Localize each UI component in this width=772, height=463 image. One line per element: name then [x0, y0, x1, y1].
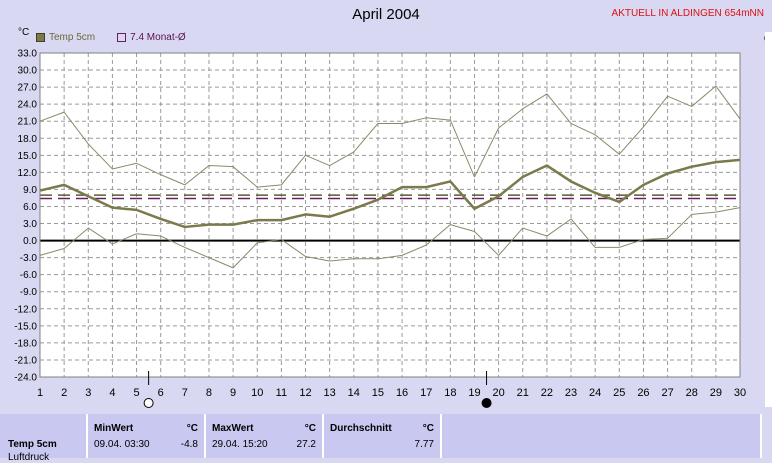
full-moon-icon	[143, 398, 154, 408]
stats-avg-header: Durchschnitt	[330, 423, 392, 434]
x-tick-label: 10	[251, 387, 263, 399]
x-tick-label: 25	[613, 387, 625, 399]
legend-label-temp: Temp 5cm	[49, 32, 96, 43]
legend-swatch-monthly-average	[117, 33, 127, 42]
y-tick-label: 0.0	[23, 236, 37, 247]
x-tick-label: 5	[133, 387, 139, 399]
stats-max-cell: MaxWert °C 29.04. 15:20 27.2	[206, 414, 324, 458]
stats-min-unit: °C	[186, 423, 198, 434]
y-tick-label: 21.0	[18, 117, 38, 128]
y-tick-label: -3.0	[20, 253, 38, 264]
x-tick-label: 19	[468, 387, 480, 399]
x-tick-label: 7	[182, 387, 188, 399]
x-tick-label: 4	[109, 387, 115, 399]
x-tick-label: 14	[348, 387, 360, 399]
stats-max-unit: °C	[304, 423, 316, 434]
series-line-max	[39, 85, 741, 188]
stats-panel: Temp 5cm Luftdruck MinWert °C 09.04. 03:…	[0, 414, 772, 463]
y-tick-label: -9.0	[20, 287, 38, 298]
right-strip	[765, 32, 772, 407]
y-axis-unit: °C	[18, 27, 30, 38]
y-tick-label: -6.0	[20, 270, 38, 281]
y-tick-label: 24.0	[18, 100, 38, 111]
x-tick-label: 13	[324, 387, 336, 399]
y-tick-label: -21.0	[14, 355, 37, 366]
x-tick-label: 30	[734, 387, 746, 399]
y-tick-label: -18.0	[14, 338, 37, 349]
legend-label-monthly-average: 7.4 Monat-Ø	[130, 32, 186, 43]
x-tick-label: 28	[686, 387, 698, 399]
plot-area	[40, 53, 740, 377]
stats-min-value: -4.8	[180, 439, 198, 450]
stats-avg-unit: °C	[422, 423, 434, 434]
x-tick-label: 1	[37, 387, 43, 399]
x-tick-label: 22	[541, 387, 553, 399]
x-tick-label: 24	[589, 387, 601, 399]
x-tick-label: 27	[661, 387, 673, 399]
stats-max-time: 29.04. 15:20	[212, 439, 268, 450]
x-tick-label: 3	[85, 387, 91, 399]
plot-frame	[39, 52, 741, 378]
legend: Temp 5cm 7.4 Monat-Ø	[36, 32, 186, 43]
y-tick-label: 12.0	[18, 168, 38, 179]
stats-row-label: Temp 5cm	[8, 439, 57, 450]
x-tick-label: 16	[396, 387, 408, 399]
y-tick-label: 30.0	[18, 66, 38, 77]
y-tick-label: 3.0	[23, 219, 37, 230]
series-line-min	[39, 207, 741, 269]
legend-swatch-temp	[36, 33, 45, 42]
y-tick-label: -15.0	[14, 321, 37, 332]
x-tick-label: 11	[276, 387, 287, 399]
stats-min-cell: MinWert °C 09.04. 03:30 -4.8	[88, 414, 206, 458]
stats-min-time: 09.04. 03:30	[94, 439, 150, 450]
stats-max-value: 27.2	[296, 439, 316, 450]
temperature-chart: 33.030.027.024.021.018.015.012.09.06.03.…	[14, 32, 772, 408]
stats-min-header: MinWert	[94, 423, 134, 434]
station-label: AKTUELL IN ALDINGEN 654mNN	[611, 8, 764, 19]
stats-avg-cell: Durchschnitt °C 7.77	[324, 414, 442, 458]
y-tick-label: 18.0	[18, 134, 38, 145]
legend-item-temp[interactable]: Temp 5cm	[36, 32, 95, 43]
chart-title: April 2004	[352, 6, 420, 23]
stats-max-header: MaxWert	[212, 423, 254, 434]
legend-item-monthly-average[interactable]: 7.4 Monat-Ø	[117, 32, 186, 43]
stats-row-label-cell: Temp 5cm Luftdruck	[0, 414, 88, 463]
y-tick-label: 27.0	[18, 83, 38, 94]
y-tick-label: 9.0	[23, 185, 37, 196]
series-line-mean	[39, 158, 741, 229]
x-tick-label: 12	[299, 387, 311, 399]
y-tick-label: 6.0	[23, 202, 37, 213]
x-tick-label: 18	[444, 387, 456, 399]
x-tick-label: 20	[492, 387, 504, 399]
y-tick-label: 33.0	[18, 49, 38, 60]
x-tick-label: 9	[230, 387, 236, 399]
x-tick-label: 26	[637, 387, 649, 399]
x-tick-label: 21	[517, 387, 529, 399]
stats-avg-value: 7.77	[414, 439, 434, 450]
y-tick-label: -12.0	[14, 304, 37, 315]
y-tick-label: 15.0	[18, 151, 38, 162]
x-tick-label: 17	[420, 387, 432, 399]
x-tick-label: 2	[61, 387, 67, 399]
y-tick-label: -24.0	[14, 373, 37, 384]
x-tick-label: 8	[206, 387, 212, 399]
x-tick-label: 29	[710, 387, 722, 399]
x-tick-label: 23	[565, 387, 577, 399]
x-tick-label: 15	[372, 387, 384, 399]
stats-empty-cell	[442, 414, 762, 458]
new-moon-icon	[481, 398, 492, 408]
x-tick-label: 6	[158, 387, 164, 399]
